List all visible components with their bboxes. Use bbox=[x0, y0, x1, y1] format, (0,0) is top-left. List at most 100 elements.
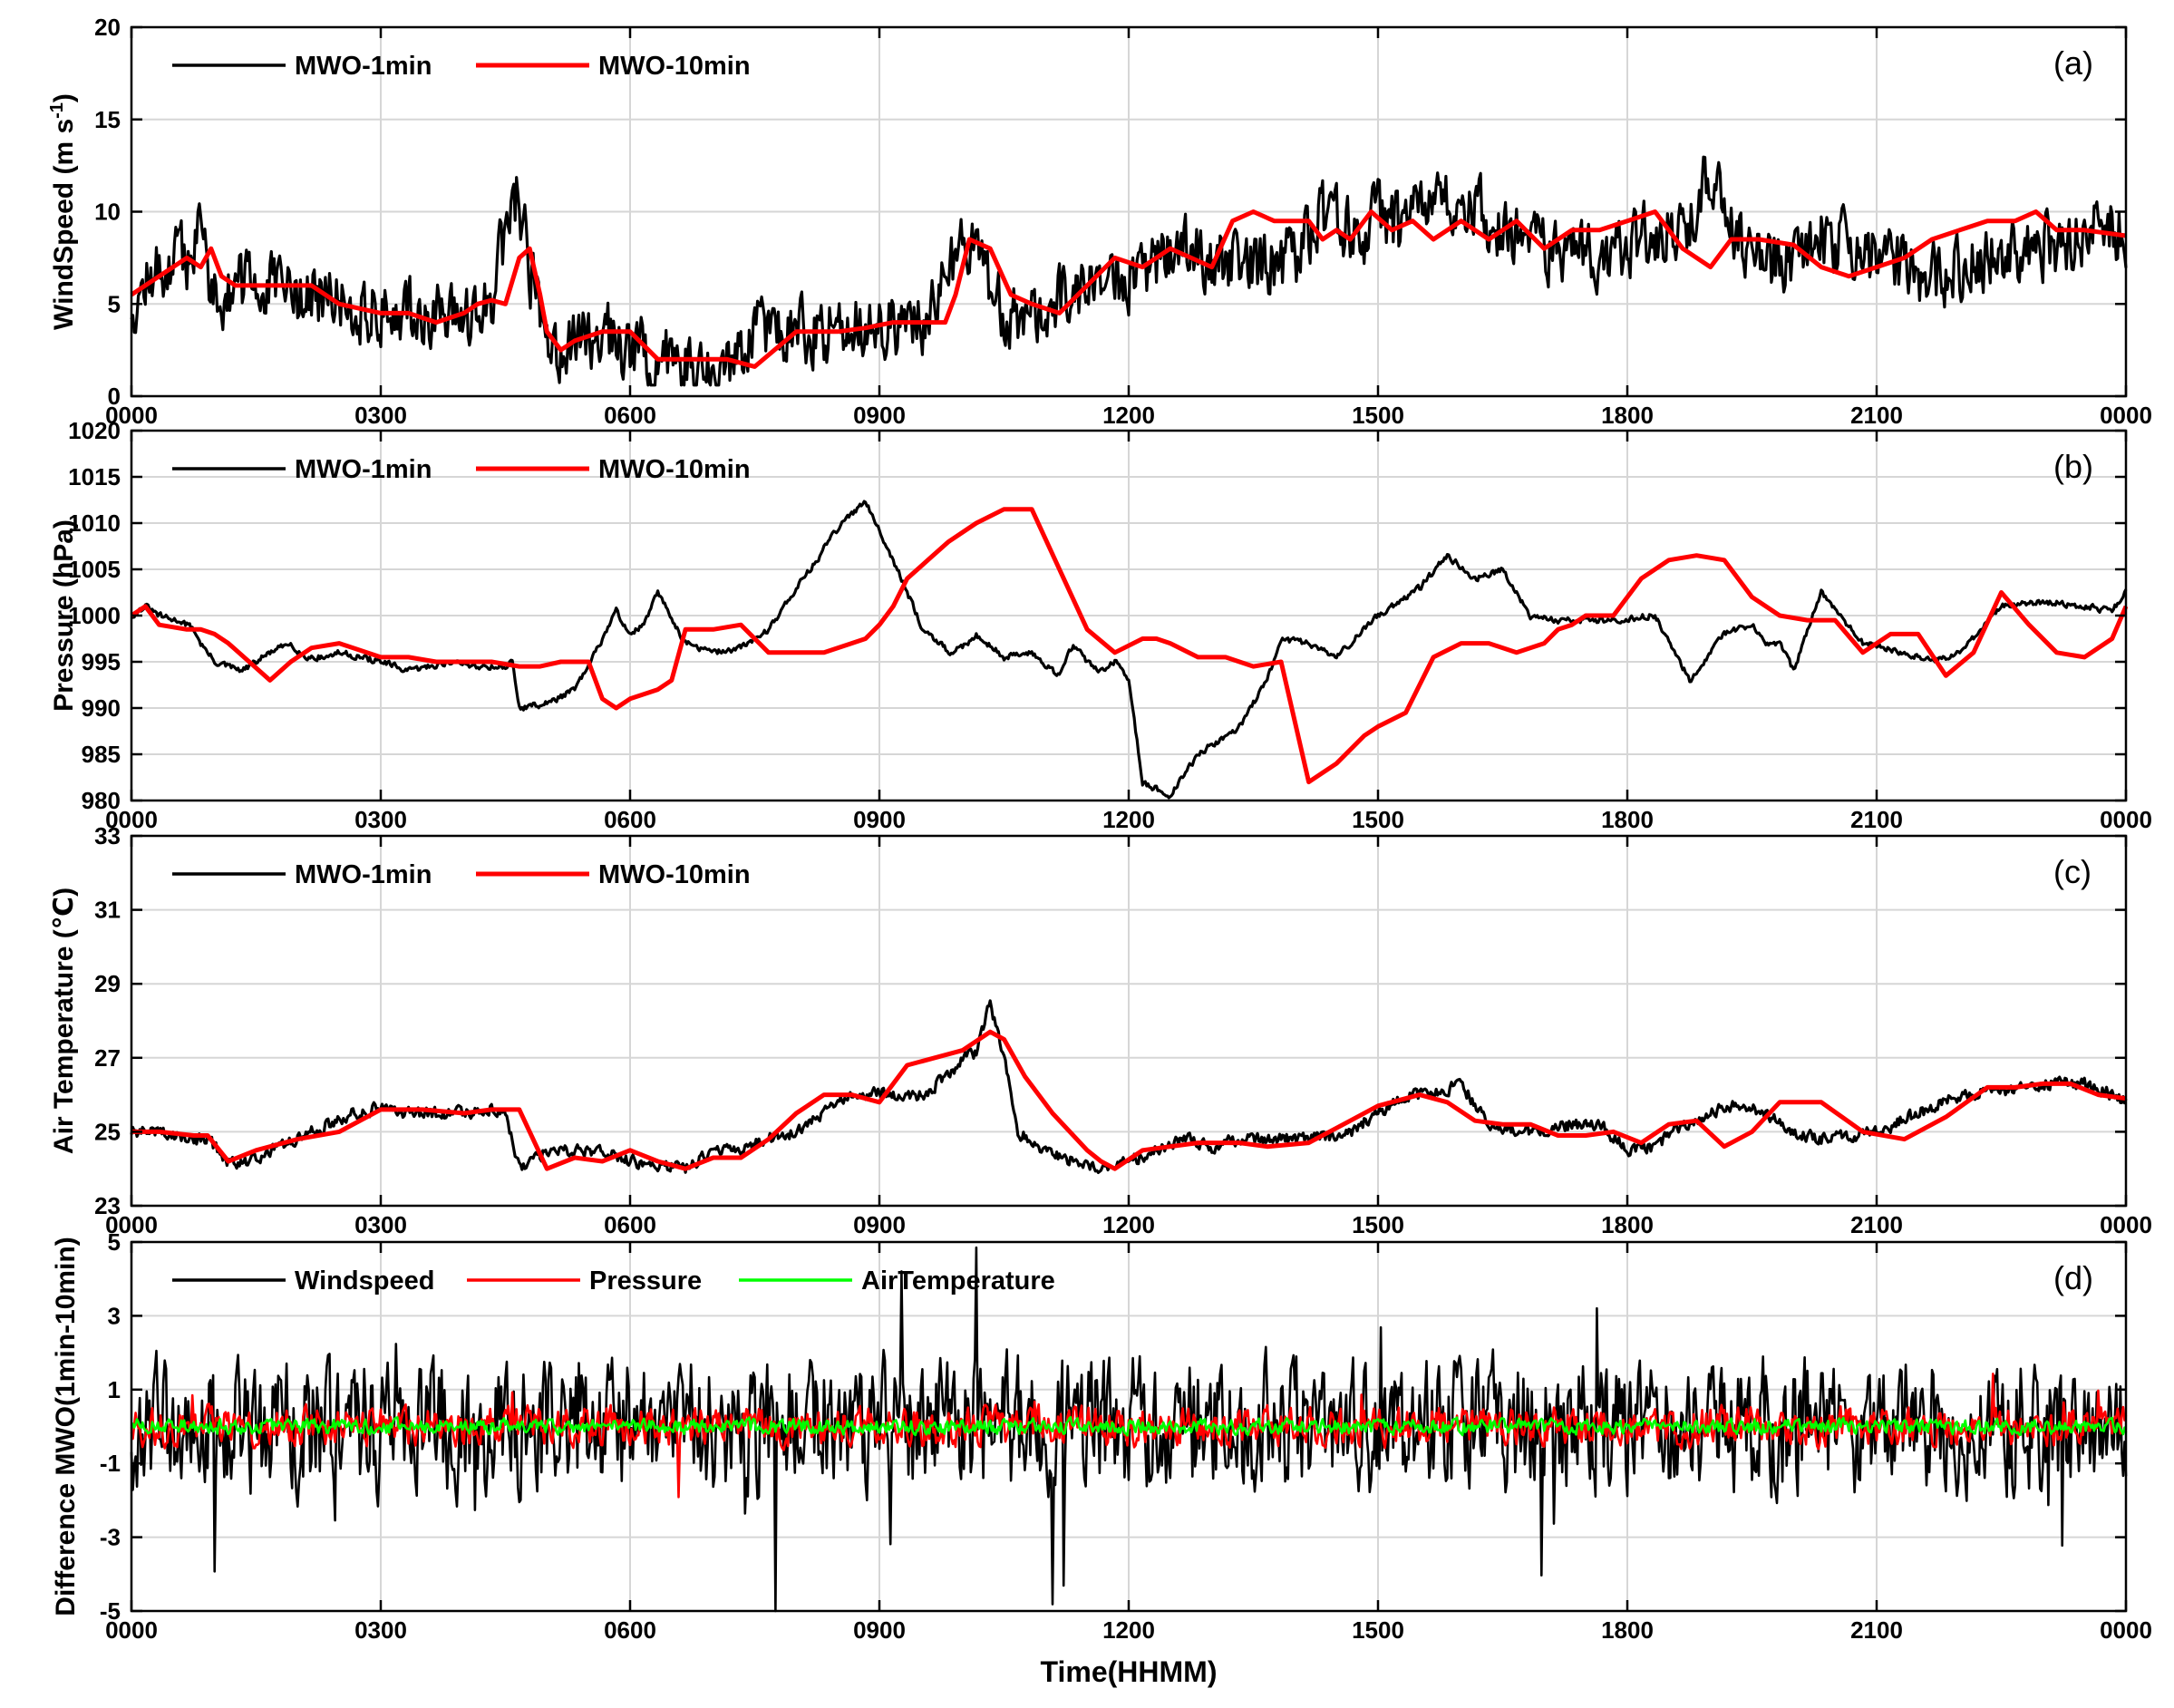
y-tick-label: -3 bbox=[100, 1524, 121, 1551]
series-line-airtemperature bbox=[130, 1416, 2128, 1437]
panel-b-grid bbox=[131, 431, 2126, 801]
y-tick-label: 1005 bbox=[68, 556, 121, 583]
x-tick-label: 0300 bbox=[354, 806, 407, 833]
panel-a-ylabel: WindSpeed (m s-1) bbox=[47, 93, 79, 330]
x-tick-label: 0600 bbox=[604, 1616, 656, 1644]
y-tick-label: 25 bbox=[94, 1118, 121, 1145]
panel-d-difference: 0000 0300 0600 0900 1200 1500 1800 2100 0000-5-3… bbox=[51, 1228, 2152, 1644]
x-tick-label: 1500 bbox=[1352, 402, 1404, 429]
x-tick-label: 0600 bbox=[604, 806, 656, 833]
panel-a-windspeed: 0000 0300 0600 0900 1200 1500 1800 2100 00000510… bbox=[47, 14, 2152, 429]
y-tick-label: -1 bbox=[100, 1450, 121, 1477]
y-tick-label: 5 bbox=[108, 290, 121, 317]
panel-b-label: (b) bbox=[2053, 448, 2093, 485]
panel-c-series bbox=[130, 999, 2128, 1175]
x-tick-label: 1800 bbox=[1601, 806, 1654, 833]
panel-b-legend: MWO-1min MWO-10min bbox=[172, 455, 751, 484]
x-tick-label: 0300 bbox=[354, 1616, 407, 1644]
x-tick-label: 0900 bbox=[853, 1211, 906, 1238]
legend-label: MWO-1min bbox=[295, 860, 432, 889]
panel-b-pressure: 0000 0300 0600 0900 1200 1500 1800 2100 00009809… bbox=[49, 417, 2152, 833]
x-tick-label: 2100 bbox=[1850, 806, 1903, 833]
y-tick-label: 1020 bbox=[68, 417, 121, 444]
y-tick-label: 1 bbox=[108, 1376, 121, 1403]
series-line-mwo-1min bbox=[130, 155, 2128, 387]
y-tick-label: 1010 bbox=[68, 509, 121, 537]
panel-b-ticks: 0000 0300 0600 0900 1200 1500 1800 2100 00009809… bbox=[68, 417, 2152, 833]
y-tick-label: 27 bbox=[94, 1044, 121, 1072]
x-tick-label: 1500 bbox=[1352, 1616, 1404, 1644]
series-line-mwo-10min bbox=[130, 209, 2127, 369]
panel-d-ylabel: Difference MWO(1min-10min) bbox=[51, 1237, 81, 1616]
x-tick-label: 0900 bbox=[853, 1616, 906, 1644]
y-tick-label: 1000 bbox=[68, 602, 121, 629]
x-tick-label: 0600 bbox=[604, 1211, 656, 1238]
x-tick-label: 0000 bbox=[105, 1211, 158, 1238]
x-tick-label: 0000 bbox=[105, 806, 158, 833]
x-tick-label: 0000 bbox=[2100, 1211, 2152, 1238]
panel-b-series bbox=[130, 500, 2129, 800]
y-tick-label: 15 bbox=[94, 106, 121, 133]
y-tick-label: 1015 bbox=[68, 463, 121, 490]
y-tick-label: -5 bbox=[100, 1597, 121, 1625]
x-tick-label: 0000 bbox=[105, 1616, 158, 1644]
panel-d-label: (d) bbox=[2053, 1259, 2093, 1296]
x-tick-label: 0600 bbox=[604, 402, 656, 429]
y-tick-label: 980 bbox=[82, 787, 121, 814]
y-tick-label: 990 bbox=[82, 694, 121, 722]
panel-b-ylabel: Pressure (hPa) bbox=[49, 519, 79, 712]
x-tick-label: 0000 bbox=[2100, 1616, 2152, 1644]
y-tick-label: 33 bbox=[94, 822, 121, 849]
y-tick-label: 5 bbox=[108, 1228, 121, 1256]
panel-a-grid bbox=[131, 27, 2126, 396]
y-tick-label: 3 bbox=[108, 1302, 121, 1329]
y-tick-label: 10 bbox=[94, 199, 121, 226]
x-tick-label: 2100 bbox=[1850, 1616, 1903, 1644]
y-tick-label: 31 bbox=[94, 897, 121, 924]
legend-label: MWO-10min bbox=[598, 52, 751, 81]
x-tick-label: 1800 bbox=[1601, 402, 1654, 429]
series-line-mwo-10min bbox=[130, 507, 2129, 785]
legend-label: MWO-10min bbox=[598, 860, 751, 889]
y-tick-label: 29 bbox=[94, 970, 121, 997]
panel-a-legend: MWO-1min MWO-10min bbox=[172, 52, 751, 81]
series-line-mwo-10min bbox=[131, 1029, 2127, 1171]
x-axis-label: Time(HHMM) bbox=[1041, 1655, 1218, 1688]
x-tick-label: 1200 bbox=[1102, 1211, 1155, 1238]
y-tick-label: 0 bbox=[108, 383, 121, 410]
x-tick-label: 0000 bbox=[2100, 806, 2152, 833]
x-tick-label: 0900 bbox=[853, 806, 906, 833]
legend-label: MWO-1min bbox=[295, 52, 432, 81]
x-tick-label: 1200 bbox=[1102, 402, 1155, 429]
x-tick-label: 1500 bbox=[1352, 1211, 1404, 1238]
y-tick-label: 985 bbox=[82, 741, 121, 768]
legend-label: AirTemperature bbox=[861, 1266, 1055, 1296]
panel-c-ylabel: Air Temperature (℃) bbox=[49, 888, 79, 1154]
x-tick-label: 2100 bbox=[1850, 1211, 1903, 1238]
x-tick-label: 0000 bbox=[2100, 402, 2152, 429]
x-tick-label: 0000 bbox=[105, 402, 158, 429]
legend-label: MWO-1min bbox=[295, 455, 432, 484]
legend-label: MWO-10min bbox=[598, 455, 751, 484]
panel-c-label: (c) bbox=[2053, 853, 2092, 890]
x-tick-label: 1800 bbox=[1601, 1616, 1654, 1644]
panel-c-grid bbox=[131, 836, 2126, 1206]
panel-d-series bbox=[130, 1246, 2128, 1613]
x-tick-label: 1800 bbox=[1601, 1211, 1654, 1238]
legend-label: Windspeed bbox=[295, 1266, 434, 1296]
x-tick-label: 2100 bbox=[1850, 402, 1903, 429]
y-tick-label: 23 bbox=[94, 1192, 121, 1219]
panel-d-ticks: 0000 0300 0600 0900 1200 1500 1800 2100 0000-5-3… bbox=[100, 1228, 2152, 1644]
x-tick-label: 0900 bbox=[853, 402, 906, 429]
panel-a-ticks: 0000 0300 0600 0900 1200 1500 1800 2100 00000510… bbox=[94, 14, 2152, 429]
x-tick-label: 1500 bbox=[1352, 806, 1404, 833]
legend-label: Pressure bbox=[589, 1266, 702, 1296]
y-tick-label: 20 bbox=[94, 14, 121, 41]
panel-c-air-temperature: 0000 0300 0600 0900 1200 1500 1800 2100 00002325… bbox=[49, 822, 2152, 1238]
panel-d-legend: Windspeed Pressure AirTemperature bbox=[172, 1266, 1055, 1296]
x-tick-label: 0300 bbox=[354, 1211, 407, 1238]
x-tick-label: 1200 bbox=[1102, 806, 1155, 833]
panel-a-label: (a) bbox=[2053, 44, 2093, 82]
y-tick-label: 995 bbox=[82, 648, 121, 675]
